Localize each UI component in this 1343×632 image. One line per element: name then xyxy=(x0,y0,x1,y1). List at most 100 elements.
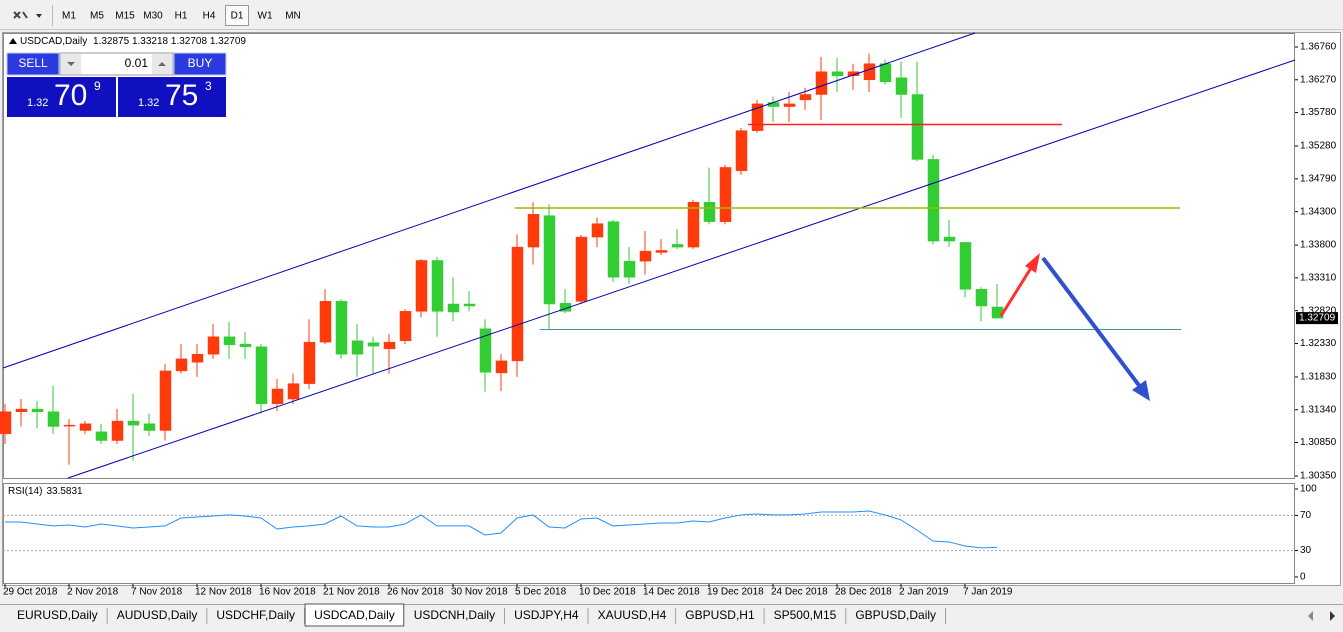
tab-label: USDCHF,Daily xyxy=(216,608,295,622)
candle-body xyxy=(15,408,28,412)
candle-body xyxy=(207,336,220,355)
x-tick-label: 28 Dec 2018 xyxy=(835,587,892,598)
timeframe-button[interactable]: H1 xyxy=(175,11,188,22)
candle-body xyxy=(719,167,732,222)
x-tick-label: 2 Nov 2018 xyxy=(67,587,119,598)
tab[interactable] xyxy=(676,606,764,626)
timeframe-button[interactable]: MN xyxy=(285,11,301,22)
y-tick-label: 1.36270 xyxy=(1300,74,1337,85)
indicator-label: RSI(14) 33.5831 xyxy=(8,486,83,497)
x-tick-label: 24 Dec 2018 xyxy=(771,587,828,598)
y-tick-label: 1.32330 xyxy=(1300,338,1337,349)
x-tick-label: 29 Oct 2018 xyxy=(3,587,58,598)
buy-button[interactable] xyxy=(173,52,227,76)
x-tick-label: 7 Jan 2019 xyxy=(963,587,1013,598)
lot-up-arrow xyxy=(158,62,166,66)
sell-button[interactable] xyxy=(6,52,60,76)
timeframe-button[interactable]: H4 xyxy=(203,11,216,22)
timeframe-button[interactable]: M1 xyxy=(62,11,76,22)
tab-active[interactable] xyxy=(304,603,405,627)
candle-body xyxy=(431,260,444,312)
candle-body xyxy=(511,246,524,362)
candle-body xyxy=(415,260,428,312)
x-tick-label: 14 Dec 2018 xyxy=(643,587,700,598)
indicator-value: 33.5831 xyxy=(46,486,83,497)
chart-header: USDCAD,Daily 1.32875 1.33218 1.32708 1.3… xyxy=(20,36,246,47)
tab[interactable] xyxy=(764,606,846,626)
y-tick-label: 100 xyxy=(1300,484,1317,495)
tab[interactable] xyxy=(588,606,676,626)
timeframe-button[interactable]: M5 xyxy=(90,11,104,22)
candle-body xyxy=(527,214,540,248)
up-arrow-shaft xyxy=(999,267,1033,317)
candle-body xyxy=(447,303,460,313)
candle-body xyxy=(223,336,236,346)
toolbar xyxy=(0,0,1343,30)
lot-input[interactable] xyxy=(59,52,174,76)
tab[interactable] xyxy=(107,606,207,626)
x-tick-label: 21 Nov 2018 xyxy=(323,587,380,598)
symbol-label: USDCAD,Daily xyxy=(20,36,87,47)
x-tick-label: 5 Dec 2018 xyxy=(515,587,567,598)
candle-body xyxy=(623,260,636,278)
tab[interactable] xyxy=(207,606,305,626)
dropdown-arrow xyxy=(36,14,42,18)
candle-body xyxy=(591,223,604,238)
buy-price-big: 1.32 xyxy=(138,97,159,109)
x-tick-label: 19 Dec 2018 xyxy=(707,587,764,598)
candle-body xyxy=(975,289,988,307)
current-price-label: 1.32709 xyxy=(1299,313,1336,324)
timeframe-button[interactable]: M15 xyxy=(115,11,135,22)
candle-body xyxy=(735,130,748,172)
up-arrow-head xyxy=(1025,253,1040,273)
candle-body xyxy=(239,343,252,348)
x-tick-label: 7 Nov 2018 xyxy=(131,587,183,598)
down-arrow-shaft xyxy=(1041,256,1143,390)
tab-scroll[interactable] xyxy=(1308,611,1335,621)
candle-body xyxy=(911,94,924,160)
tool-icon[interactable] xyxy=(13,11,42,19)
buy-price-box[interactable] xyxy=(118,77,226,117)
candle-body xyxy=(783,103,796,107)
candle-body xyxy=(895,77,908,95)
x-tick-label: 26 Nov 2018 xyxy=(387,587,444,598)
timeframe-button[interactable]: W1 xyxy=(258,11,273,22)
y-tick-label: 1.35280 xyxy=(1300,141,1337,152)
scroll-right[interactable] xyxy=(1330,611,1335,621)
lot-down-arrow xyxy=(67,62,75,66)
buy-price-small: 3 xyxy=(205,79,212,93)
tab[interactable] xyxy=(404,606,505,626)
candle-body xyxy=(479,328,492,373)
scroll-left[interactable] xyxy=(1308,611,1313,621)
rsi-plot xyxy=(3,483,1295,584)
candle-body xyxy=(287,383,300,400)
tab-label: XAUUSD,H4 xyxy=(598,608,667,622)
sell-label: SELL xyxy=(18,56,48,70)
timeframe-button[interactable]: D1 xyxy=(231,11,244,22)
rsi-line xyxy=(5,510,998,549)
candle-body xyxy=(0,411,12,435)
header-close: 1.32709 xyxy=(210,36,247,47)
tab[interactable] xyxy=(846,606,946,626)
candle-body xyxy=(399,311,412,342)
candle-body xyxy=(559,303,572,312)
candle-body xyxy=(367,342,380,347)
candle-body xyxy=(47,411,60,427)
y-tick-label: 1.34790 xyxy=(1300,173,1337,184)
tab-label: GBPUSD,H1 xyxy=(685,608,755,622)
x-tick-label: 16 Nov 2018 xyxy=(259,587,316,598)
candle-body xyxy=(863,63,876,81)
tab[interactable] xyxy=(505,606,588,626)
sell-price-box[interactable] xyxy=(7,77,116,117)
collapse-triangle[interactable] xyxy=(9,38,17,44)
timeframe-button[interactable]: M30 xyxy=(143,11,163,22)
y-tick-label: 1.31830 xyxy=(1300,372,1337,383)
tab-label: USDCNH,Daily xyxy=(414,608,495,622)
y-tick-label: 70 xyxy=(1300,510,1312,521)
candle-body xyxy=(63,424,76,427)
y-tick-label: 1.30350 xyxy=(1300,471,1337,482)
channel-lower xyxy=(67,59,1296,479)
tab[interactable] xyxy=(8,606,107,626)
sell-price-main: 70 xyxy=(54,79,87,112)
indicator-name: RSI(14) xyxy=(8,486,42,497)
